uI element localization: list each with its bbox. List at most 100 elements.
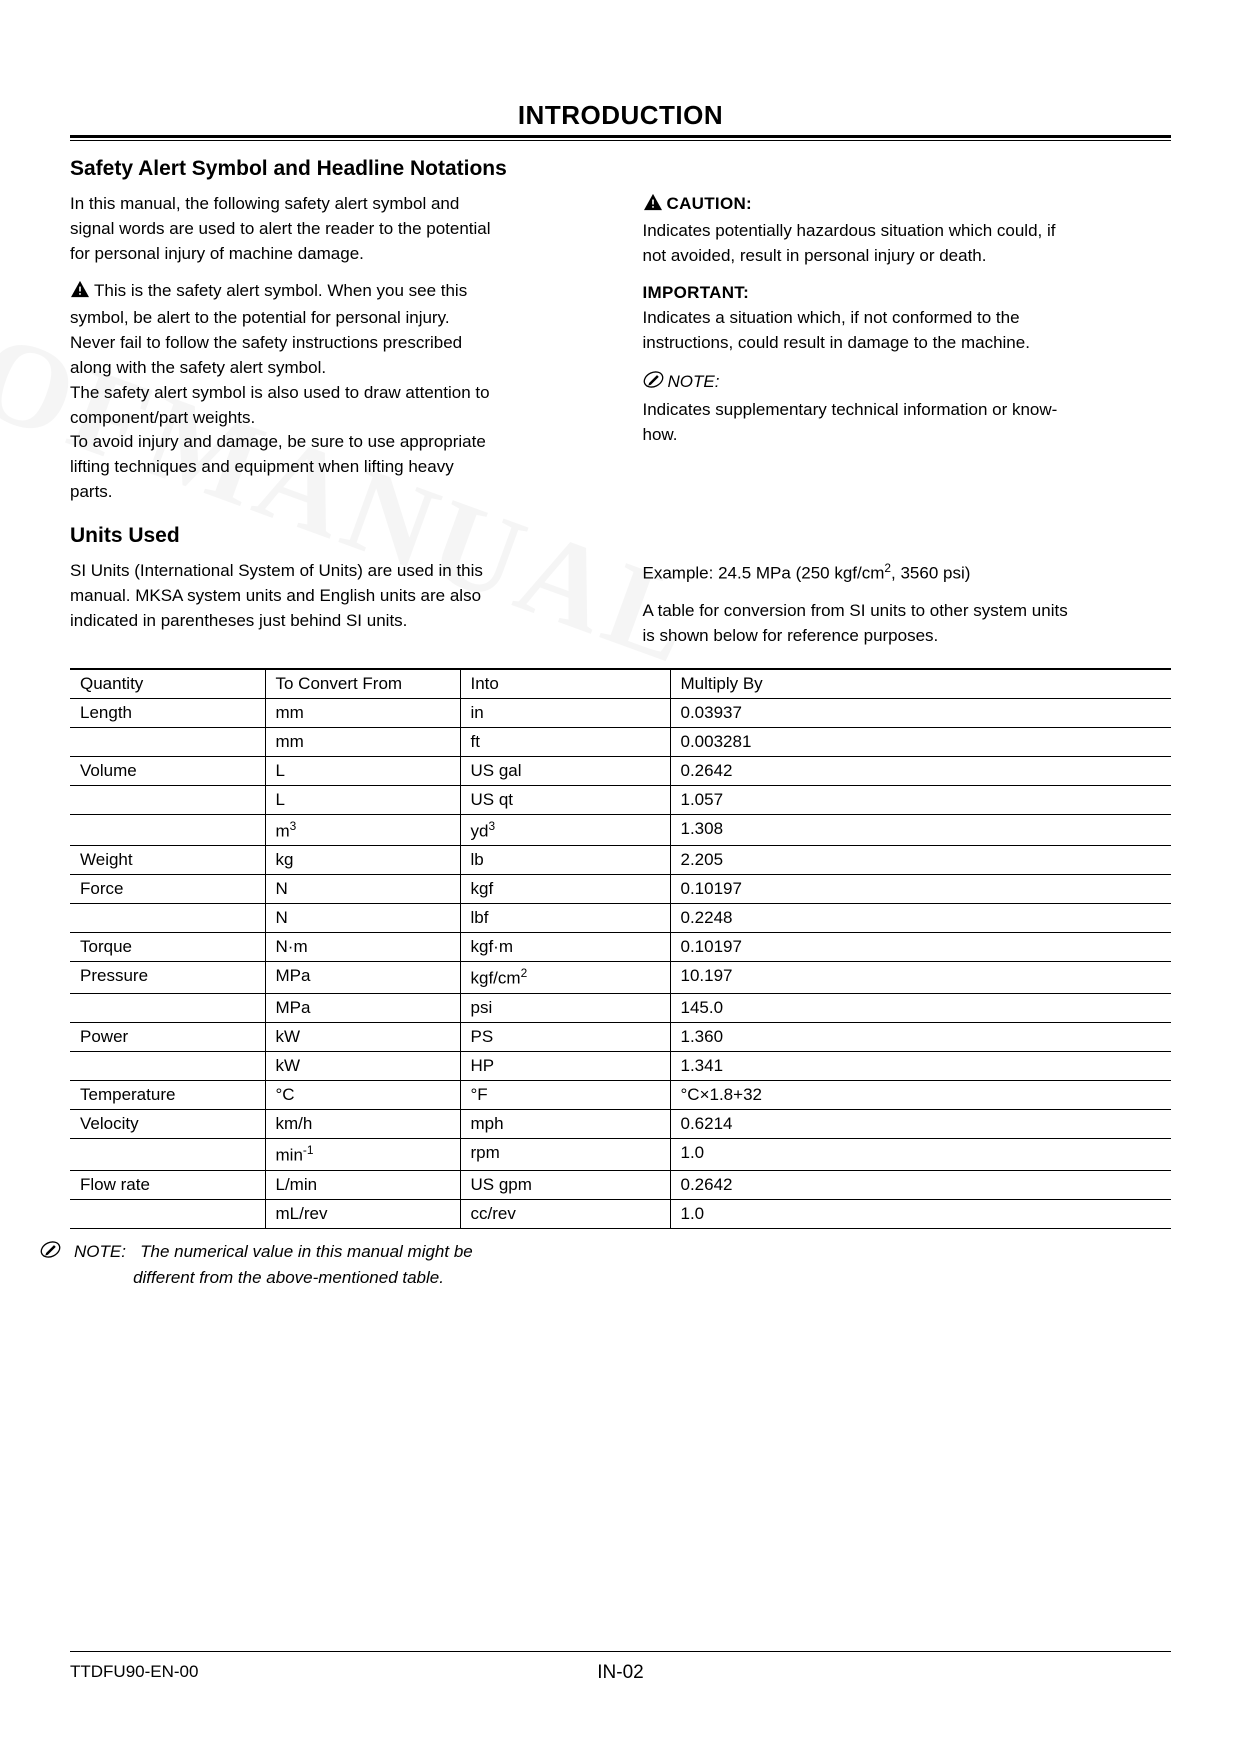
td-multiply: 0.2642	[670, 1170, 1171, 1199]
td-quantity	[70, 814, 265, 846]
safety-right-col: CAUTION: Indicates potentially hazardous…	[643, 193, 1172, 506]
conversion-table: Quantity To Convert From Into Multiply B…	[70, 668, 1171, 1229]
td-multiply: 0.003281	[670, 727, 1171, 756]
td-quantity: Flow rate	[70, 1170, 265, 1199]
body-text: This is the safety alert symbol. When yo…	[94, 281, 467, 300]
note-text: The numerical value in this manual might…	[140, 1242, 473, 1261]
table-footnote: NOTE: The numerical value in this manual…	[70, 1239, 1171, 1290]
section-heading-units: Units Used	[70, 524, 1171, 548]
td-quantity: Weight	[70, 846, 265, 875]
table-row: PowerkWPS1.360	[70, 1023, 1171, 1052]
table-row: LUS qt1.057	[70, 785, 1171, 814]
td-from: °C	[265, 1081, 460, 1110]
td-from: MPa	[265, 962, 460, 994]
units-left-col: SI Units (International System of Units)…	[70, 560, 599, 649]
body-text: indicated in parentheses just behind SI …	[70, 610, 599, 633]
th-quantity: Quantity	[70, 669, 265, 699]
td-multiply: 1.341	[670, 1052, 1171, 1081]
td-multiply: °C×1.8+32	[670, 1081, 1171, 1110]
body-text: how.	[643, 424, 1172, 447]
td-quantity: Temperature	[70, 1081, 265, 1110]
td-quantity	[70, 1139, 265, 1171]
td-from: N	[265, 904, 460, 933]
body-text: Indicates a situation which, if not conf…	[643, 307, 1172, 330]
body-text: instructions, could result in damage to …	[643, 332, 1172, 355]
table-row: Lengthmmin0.03937	[70, 698, 1171, 727]
body-text: for personal injury of machine damage.	[70, 243, 599, 266]
td-quantity: Pressure	[70, 962, 265, 994]
page-title: INTRODUCTION	[70, 100, 1171, 131]
td-from: kW	[265, 1052, 460, 1081]
td-into: mph	[460, 1110, 670, 1139]
td-from: mm	[265, 727, 460, 756]
table-row: MPapsi145.0	[70, 994, 1171, 1023]
note-heading: NOTE:	[643, 369, 1172, 397]
td-quantity	[70, 1199, 265, 1228]
td-quantity	[70, 994, 265, 1023]
td-multiply: 1.057	[670, 785, 1171, 814]
td-multiply: 0.10197	[670, 933, 1171, 962]
th-from: To Convert From	[265, 669, 460, 699]
body-text: signal words are used to alert the reade…	[70, 218, 599, 241]
section-heading-safety: Safety Alert Symbol and Headline Notatio…	[70, 157, 1171, 181]
body-text: lifting techniques and equipment when li…	[70, 456, 599, 479]
body-text: parts.	[70, 481, 599, 504]
td-multiply: 0.03937	[670, 698, 1171, 727]
td-quantity	[70, 904, 265, 933]
td-quantity	[70, 785, 265, 814]
td-into: rpm	[460, 1139, 670, 1171]
body-text: manual. MKSA system units and English un…	[70, 585, 599, 608]
table-row: TorqueN·mkgf·m0.10197	[70, 933, 1171, 962]
body-text: This is the safety alert symbol. When yo…	[70, 280, 599, 305]
td-into: HP	[460, 1052, 670, 1081]
td-from: N·m	[265, 933, 460, 962]
td-into: kgf·m	[460, 933, 670, 962]
caution-label: CAUTION:	[667, 194, 753, 213]
footer-rule	[70, 1651, 1171, 1652]
td-from: mm	[265, 698, 460, 727]
td-into: in	[460, 698, 670, 727]
table-row: mL/revcc/rev1.0	[70, 1199, 1171, 1228]
body-text: Never fail to follow the safety instruct…	[70, 332, 599, 355]
table-row: Flow rateL/minUS gpm0.2642	[70, 1170, 1171, 1199]
td-multiply: 10.197	[670, 962, 1171, 994]
td-from: kW	[265, 1023, 460, 1052]
td-into: cc/rev	[460, 1199, 670, 1228]
table-row: PressureMPakgf/cm210.197	[70, 962, 1171, 994]
td-from: m3	[265, 814, 460, 846]
table-row: Velocitykm/hmph0.6214	[70, 1110, 1171, 1139]
td-quantity: Force	[70, 875, 265, 904]
note-label: NOTE:	[668, 372, 720, 391]
page-footer: TTDFU90-EN-00 IN-02	[70, 1651, 1171, 1682]
td-multiply: 0.2248	[670, 904, 1171, 933]
footer-page-number: IN-02	[70, 1662, 1171, 1684]
pencil-note-icon	[643, 369, 664, 397]
safety-left-col: In this manual, the following safety ale…	[70, 193, 599, 506]
td-into: yd3	[460, 814, 670, 846]
table-row: VolumeLUS gal0.2642	[70, 756, 1171, 785]
body-text: Indicates potentially hazardous situatio…	[643, 220, 1172, 243]
td-multiply: 145.0	[670, 994, 1171, 1023]
td-from: mL/rev	[265, 1199, 460, 1228]
td-multiply: 0.10197	[670, 875, 1171, 904]
td-from: min-1	[265, 1139, 460, 1171]
th-into: Into	[460, 669, 670, 699]
td-multiply: 0.2642	[670, 756, 1171, 785]
table-row: Temperature°C°F°C×1.8+32	[70, 1081, 1171, 1110]
td-multiply: 1.308	[670, 814, 1171, 846]
td-quantity: Velocity	[70, 1110, 265, 1139]
body-text: To avoid injury and damage, be sure to u…	[70, 431, 599, 454]
table-row: Nlbf0.2248	[70, 904, 1171, 933]
units-right-col: Example: 24.5 MPa (250 kgf/cm2, 3560 psi…	[643, 560, 1172, 649]
td-into: US gal	[460, 756, 670, 785]
body-text: A table for conversion from SI units to …	[643, 600, 1172, 623]
td-from: N	[265, 875, 460, 904]
td-from: L/min	[265, 1170, 460, 1199]
td-from: L	[265, 756, 460, 785]
td-into: US qt	[460, 785, 670, 814]
body-text: symbol, be alert to the potential for pe…	[70, 307, 599, 330]
note-label: NOTE:	[74, 1242, 126, 1261]
td-quantity: Torque	[70, 933, 265, 962]
td-from: kg	[265, 846, 460, 875]
td-into: ft	[460, 727, 670, 756]
